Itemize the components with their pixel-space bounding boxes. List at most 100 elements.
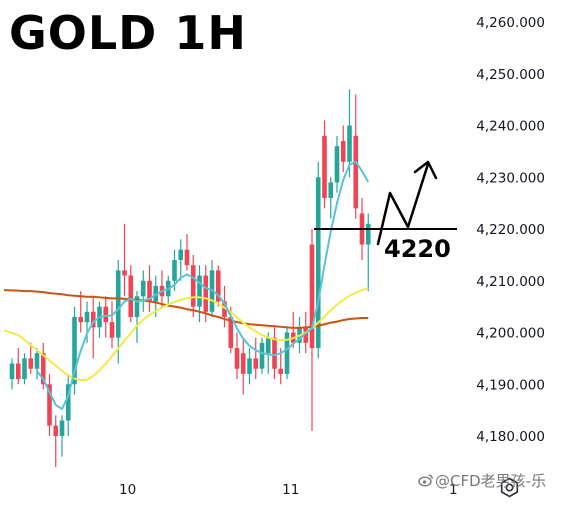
- candle-body: [140, 280, 146, 297]
- moving-average-line: [36, 160, 370, 411]
- candle-body: [247, 358, 252, 374]
- candle: [34, 348, 40, 380]
- candle-body: [115, 270, 121, 338]
- candle: [28, 342, 34, 374]
- candle: [22, 353, 27, 385]
- candle: [240, 337, 246, 395]
- candle: [109, 301, 115, 349]
- candle-body: [322, 135, 327, 198]
- candle-body: [84, 311, 90, 323]
- candle: [265, 332, 271, 374]
- price-axis: 4,260.000 4,250.000 4,240.000 4,230.000 4,22…: [476, 15, 545, 445]
- candle-body: [284, 332, 290, 374]
- candle: [247, 348, 252, 385]
- candle: [78, 291, 84, 333]
- candle: [165, 275, 171, 307]
- y-tick-label: 4,220.000: [476, 222, 545, 238]
- candle-body: [178, 249, 184, 261]
- candle-body: [53, 425, 59, 436]
- candle: [353, 94, 359, 219]
- y-tick-label: 4,240.000: [476, 119, 545, 135]
- moving-average-line: [3, 289, 369, 329]
- candle: [90, 296, 96, 359]
- annotation-label: 4220: [384, 235, 451, 263]
- candle: [328, 177, 334, 219]
- candles-layer: [9, 89, 371, 468]
- y-tick-label: 4,190.000: [476, 377, 545, 393]
- x-tick-label: 10: [119, 482, 136, 498]
- candle: [190, 254, 196, 317]
- candle: [159, 270, 165, 307]
- y-tick-label: 4,230.000: [476, 170, 545, 186]
- y-tick-label: 4,260.000: [476, 15, 545, 31]
- candle: [140, 270, 146, 312]
- candle: [122, 223, 127, 297]
- y-tick-label: 4,180.000: [476, 429, 545, 445]
- candle: [72, 306, 77, 395]
- candle: [47, 373, 52, 436]
- candle: [15, 348, 21, 385]
- candle-body: [265, 337, 271, 354]
- y-tick-label: 4,210.000: [476, 274, 545, 290]
- candle-body: [340, 141, 346, 162]
- gear-icon[interactable]: [499, 477, 520, 498]
- arrowhead-icon: [413, 160, 438, 180]
- annotation-zigzag-arrow: [376, 162, 430, 246]
- candle-body: [59, 420, 65, 436]
- candle: [334, 135, 340, 193]
- candle-body: [184, 249, 190, 266]
- candle-body: [259, 342, 265, 369]
- candle-body: [90, 311, 96, 328]
- candle-body: [147, 280, 152, 302]
- candle: [322, 120, 327, 209]
- candle-body: [103, 306, 109, 323]
- candle: [40, 342, 46, 390]
- watermark-text: @CFD老男孩-乐: [435, 471, 547, 490]
- candle-body: [303, 327, 309, 343]
- candle-body: [65, 384, 71, 421]
- candle-body: [234, 348, 240, 369]
- candle: [197, 265, 202, 323]
- candle-body: [72, 316, 77, 385]
- candle-body: [347, 125, 352, 162]
- candle-body: [272, 337, 277, 369]
- moving-averages-layer: [3, 160, 370, 411]
- price-annotation: 4220: [314, 160, 457, 263]
- candle-body: [253, 358, 259, 369]
- chart-title: GOLD 1H: [9, 6, 247, 60]
- candle-body: [328, 182, 334, 198]
- candle-body: [128, 275, 134, 317]
- candle-body: [122, 270, 127, 276]
- candle: [53, 415, 59, 468]
- time-axis: 10 11 1: [119, 482, 458, 498]
- candle: [147, 265, 152, 312]
- candle-body: [228, 316, 234, 349]
- y-tick-label: 4,200.000: [476, 326, 545, 342]
- candle-body: [215, 270, 221, 302]
- candle: [215, 265, 221, 307]
- candle: [309, 229, 315, 431]
- candle: [284, 327, 290, 380]
- candle: [115, 260, 121, 364]
- candle-body: [47, 384, 52, 426]
- candle: [9, 358, 15, 390]
- candle-body: [353, 135, 359, 209]
- candle-body: [197, 275, 202, 307]
- candle: [234, 332, 240, 380]
- x-tick-label: 1: [449, 482, 458, 498]
- candle: [59, 415, 65, 457]
- candle-body: [28, 358, 34, 369]
- candle-body: [134, 296, 140, 317]
- candle: [184, 234, 190, 271]
- candle-body: [315, 177, 321, 349]
- candle: [103, 296, 109, 338]
- candle-body: [309, 244, 315, 349]
- candle-body: [172, 260, 177, 281]
- candle-body: [22, 358, 27, 380]
- candle: [65, 373, 71, 436]
- candle-body: [34, 353, 40, 369]
- candle: [365, 213, 371, 292]
- candle-body: [78, 316, 84, 323]
